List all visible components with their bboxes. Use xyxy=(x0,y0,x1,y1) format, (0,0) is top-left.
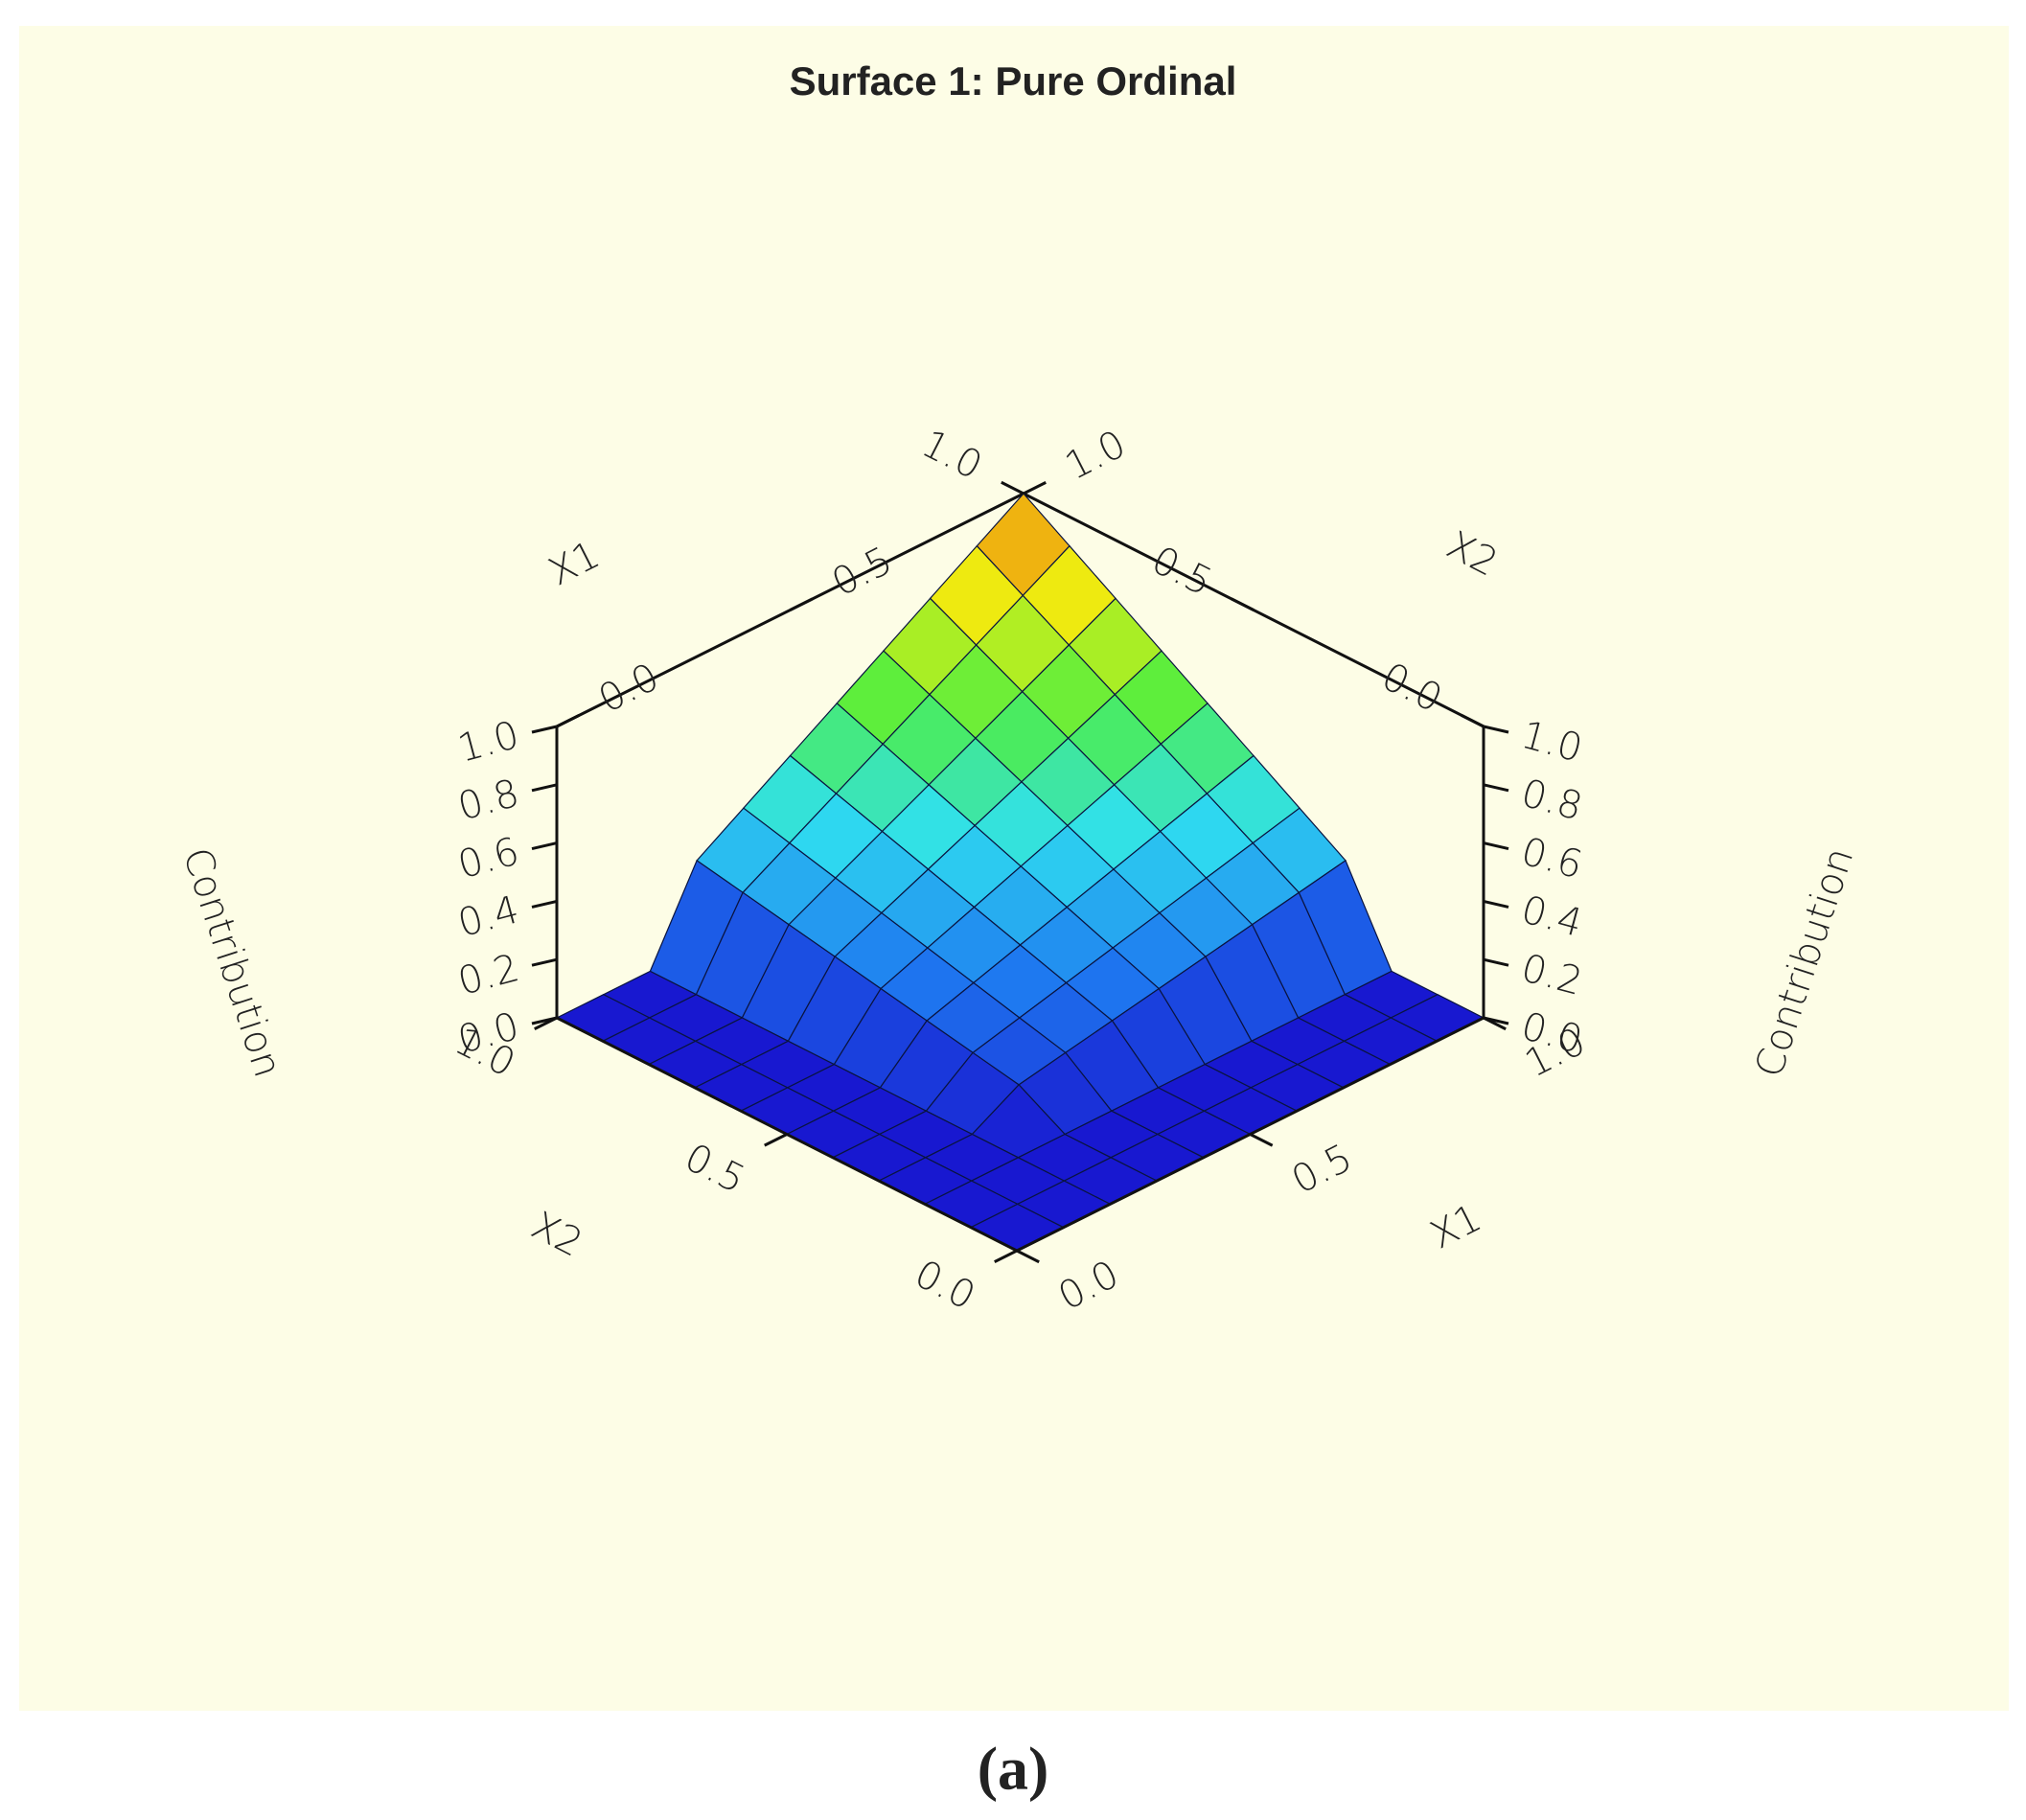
x2-tick xyxy=(1461,713,1485,728)
x1-tick xyxy=(1016,1249,1040,1264)
z-tick xyxy=(531,1016,558,1025)
z-tick xyxy=(1483,1016,1509,1025)
z-tick xyxy=(1483,899,1509,909)
z-tick xyxy=(531,783,558,793)
z-tick xyxy=(531,899,558,909)
x1-tick xyxy=(1023,481,1047,495)
z-tick xyxy=(1483,841,1509,851)
x1-tick xyxy=(1249,1133,1274,1147)
z-tick xyxy=(531,841,558,851)
z-tick xyxy=(531,725,558,734)
x2-tick xyxy=(764,1133,788,1147)
z-tick xyxy=(1483,725,1509,734)
caption: (a) xyxy=(978,1735,1049,1803)
x2-tick xyxy=(1001,480,1025,495)
x2-tick xyxy=(994,1249,1018,1263)
x2-tick xyxy=(1231,597,1255,611)
z-tick xyxy=(1483,957,1509,967)
z-tick xyxy=(531,957,558,967)
x1-tick xyxy=(556,714,580,728)
x1-tick xyxy=(789,597,814,611)
chart-title: Surface 1: Pure Ordinal xyxy=(790,58,1237,104)
z-tick xyxy=(1483,783,1509,793)
